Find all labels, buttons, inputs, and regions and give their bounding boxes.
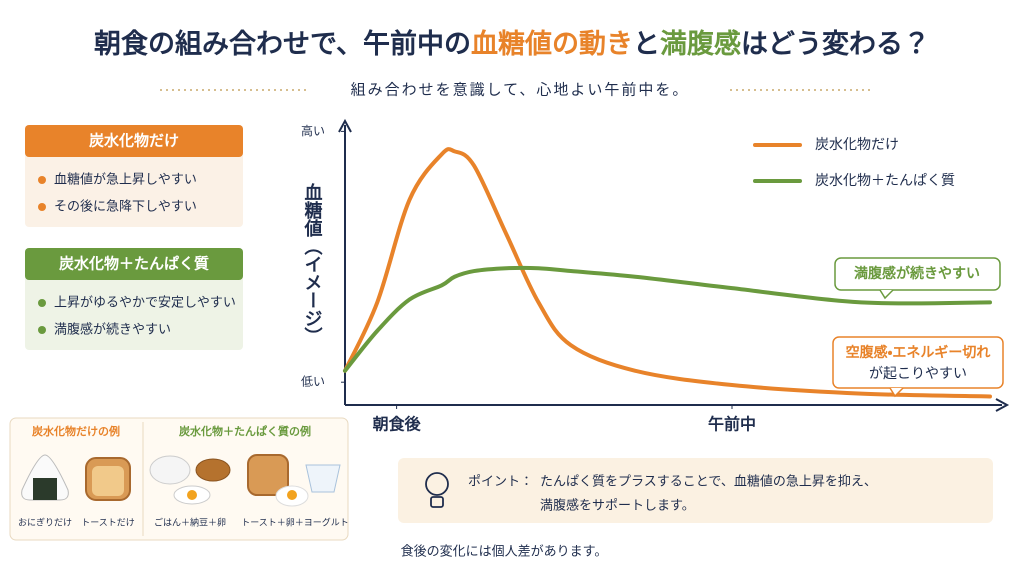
example-item: トーストだけ (81, 518, 135, 529)
callout-tail (879, 289, 894, 300)
x-tick-label: 朝食後 (373, 415, 422, 434)
panel-item: その後に急降下しやすい (54, 200, 197, 215)
callout-text: 空腹感・エネルギー切れ (846, 344, 991, 361)
bulb (425, 472, 449, 496)
natto (195, 458, 231, 482)
footnote: 食後の変化には個人差があります。 (401, 544, 608, 560)
example-item: トースト＋卵＋ヨーグルト (241, 517, 349, 529)
point-box (398, 458, 993, 523)
legend-label: 炭水化物だけ (815, 137, 899, 153)
title-part: 朝食の組み合わせで、午前中の (94, 28, 471, 60)
yogurt (305, 464, 341, 493)
bullet (38, 299, 46, 307)
panel-header (25, 125, 243, 157)
title: 朝食の組み合わせで、午前中の血糖値の動きと満腹感はどう変わる？ (94, 28, 930, 60)
rice-bowl (149, 455, 191, 485)
title-part: はどう変わる？ (741, 29, 930, 60)
example-heading: 炭水化物だけの例 (32, 424, 120, 438)
title-part: と (633, 29, 660, 60)
nori (33, 478, 57, 500)
bullet (38, 176, 46, 184)
panel-item: 満腹感が続きやすい (54, 322, 171, 338)
bullet (38, 326, 46, 334)
panel-heading: 炭水化物＋たんぱく質 (59, 255, 209, 273)
panel-heading: 炭水化物だけ (89, 132, 179, 150)
bulb-base (430, 496, 444, 508)
series-line (343, 265, 992, 373)
example-item: ごはん＋納豆＋卵 (154, 517, 226, 529)
bullet (38, 203, 46, 211)
panel-header (25, 248, 243, 280)
y-tick-label: 低い (301, 375, 325, 389)
yolk (287, 490, 297, 500)
point-text: 満腹感をサポートします。 (540, 498, 695, 514)
callout-box (832, 336, 1004, 389)
example-item: おにぎりだけ (18, 517, 72, 529)
yolk (187, 490, 197, 500)
y-tick-label: 高い (301, 124, 325, 138)
subtitle: 組み合わせを意識して、心地よい午前中を。 (351, 81, 690, 99)
y-axis-arrow (338, 118, 352, 133)
x-axis-arrow (995, 398, 1010, 412)
legend-label: 炭水化物＋たんぱく質 (815, 172, 955, 189)
callout-tail (889, 387, 904, 398)
example-heading: 炭水化物＋たんぱく質の例 (179, 424, 311, 438)
point-text: たんぱく質をプラスすることで、血糖値の急上昇を抑え、 (540, 474, 877, 490)
panel-item: 上昇がゆるやかで安定しやすい (54, 296, 236, 311)
toast-inner (92, 466, 124, 496)
point-label: ポイント： (468, 475, 533, 490)
callout-box (834, 257, 1001, 291)
toast (247, 454, 289, 496)
callout-text: 満腹感が続きやすい (854, 265, 980, 282)
x-tick-label: 午前中 (708, 415, 756, 434)
title-part: 血糖値の動き (471, 29, 633, 60)
panel-item: 血糖値が急上昇しやすい (54, 172, 197, 188)
y-axis-label: 血糖値（イメージ） (302, 182, 324, 345)
callout-text: が起こりやすい (869, 366, 967, 382)
series-line (343, 147, 992, 399)
title-part: 満腹感 (660, 28, 741, 60)
